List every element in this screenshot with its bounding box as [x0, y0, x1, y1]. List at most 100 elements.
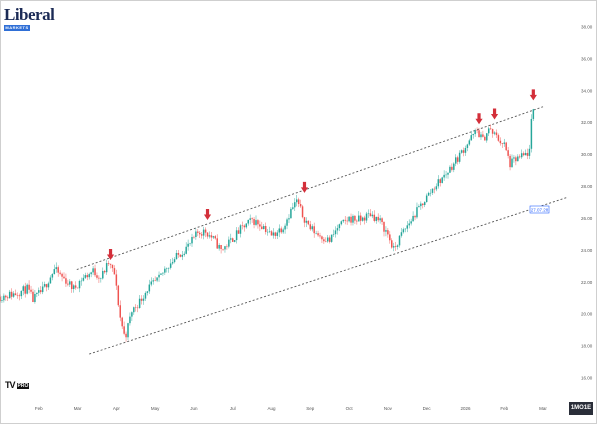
candle-body [486, 133, 488, 141]
x-tick-label: Jun [190, 406, 198, 411]
candle-body [100, 278, 102, 279]
x-tick-label: Mar [74, 406, 82, 411]
candle-body [406, 225, 409, 229]
candle-body [226, 246, 228, 247]
y-tick-label: 36.00 [581, 56, 593, 61]
candle-body [280, 228, 282, 233]
candle-body [478, 130, 480, 138]
candle-body [292, 207, 294, 209]
candle-body [146, 291, 149, 293]
candle-body [199, 232, 201, 235]
x-tick-label: Dec [423, 406, 432, 411]
candle-body [499, 140, 502, 144]
candle-body [115, 274, 118, 286]
candle-body [427, 192, 430, 196]
down-arrow-icon [300, 181, 309, 193]
candle-body [472, 134, 474, 136]
candle-body [443, 174, 445, 178]
candle-body [67, 283, 69, 285]
candle-body [352, 215, 354, 223]
candle-body [24, 286, 26, 294]
candle-body [49, 277, 52, 284]
candle-body [109, 263, 112, 265]
candle-body [30, 289, 32, 292]
candle-body [107, 263, 110, 264]
candle-body [416, 207, 418, 218]
candle-body [187, 243, 189, 247]
candle-body [231, 238, 234, 242]
candle-body [210, 235, 213, 238]
candle-body [297, 199, 300, 205]
candle-body [474, 130, 476, 135]
y-tick-label: 20.00 [581, 312, 593, 317]
candle-body [325, 241, 327, 242]
candle-body [377, 216, 379, 221]
candle-body [369, 213, 372, 217]
candle-body [503, 142, 505, 144]
candle-body [26, 284, 28, 294]
candle-body [3, 295, 5, 301]
candle-body [311, 226, 313, 230]
candle-body [526, 152, 529, 156]
candle-body [532, 109, 535, 119]
candle-body [268, 231, 271, 232]
candle-body [113, 268, 116, 275]
candle-body [495, 132, 498, 136]
candle-body [294, 202, 296, 208]
candle-body [319, 235, 321, 237]
candle-body [361, 217, 364, 221]
candle-body [439, 179, 441, 183]
timezone-button[interactable]: 1MO1E [569, 402, 593, 415]
price-tag: 27.07.28 [531, 208, 549, 213]
candle-body [396, 245, 399, 247]
x-tick-label: Jul [230, 406, 236, 411]
candles [0, 108, 535, 342]
candle-body [94, 268, 96, 276]
candle-body [86, 275, 89, 278]
candle-body [28, 284, 30, 290]
candle-body [391, 240, 393, 248]
x-tick-label: Aug [268, 406, 277, 411]
candle-body [336, 228, 339, 231]
logo-word: Liberal [4, 5, 55, 24]
down-arrow-icon [203, 209, 212, 221]
candle-body [530, 118, 533, 149]
candle-body [284, 225, 286, 230]
candle-body [135, 307, 137, 308]
candle-body [295, 199, 298, 203]
candle-body [323, 239, 325, 242]
candle-body [175, 252, 178, 260]
candle-body [148, 284, 151, 292]
candle-body [249, 218, 251, 220]
candle-body [456, 157, 459, 162]
candle-body [76, 287, 79, 289]
candle-body [358, 215, 360, 222]
candle-body [222, 249, 224, 250]
candle-body [78, 280, 81, 289]
candle-body [414, 215, 416, 218]
candle-body [259, 224, 261, 227]
candle-body [245, 223, 248, 228]
candle-body [0, 296, 1, 302]
candle-body [82, 277, 85, 281]
candle-body [367, 213, 370, 214]
candle-body [133, 307, 135, 313]
y-tick-label: 26.00 [581, 216, 593, 221]
candle-body [515, 157, 517, 162]
candle-body [228, 239, 230, 247]
candle-body [181, 254, 184, 257]
candle-body [522, 153, 525, 156]
x-tick-label: Feb [35, 406, 43, 411]
candle-body [519, 156, 521, 158]
candle-body [379, 218, 381, 221]
tradingview-mark: TV [5, 380, 15, 390]
candle-body [158, 274, 160, 278]
candle-body [121, 317, 123, 327]
candle-body [507, 150, 509, 156]
candle-body [80, 280, 83, 282]
price-tag-box [529, 205, 550, 214]
candle-body [197, 231, 199, 233]
candle-body [247, 219, 249, 224]
candle-body [51, 274, 54, 278]
